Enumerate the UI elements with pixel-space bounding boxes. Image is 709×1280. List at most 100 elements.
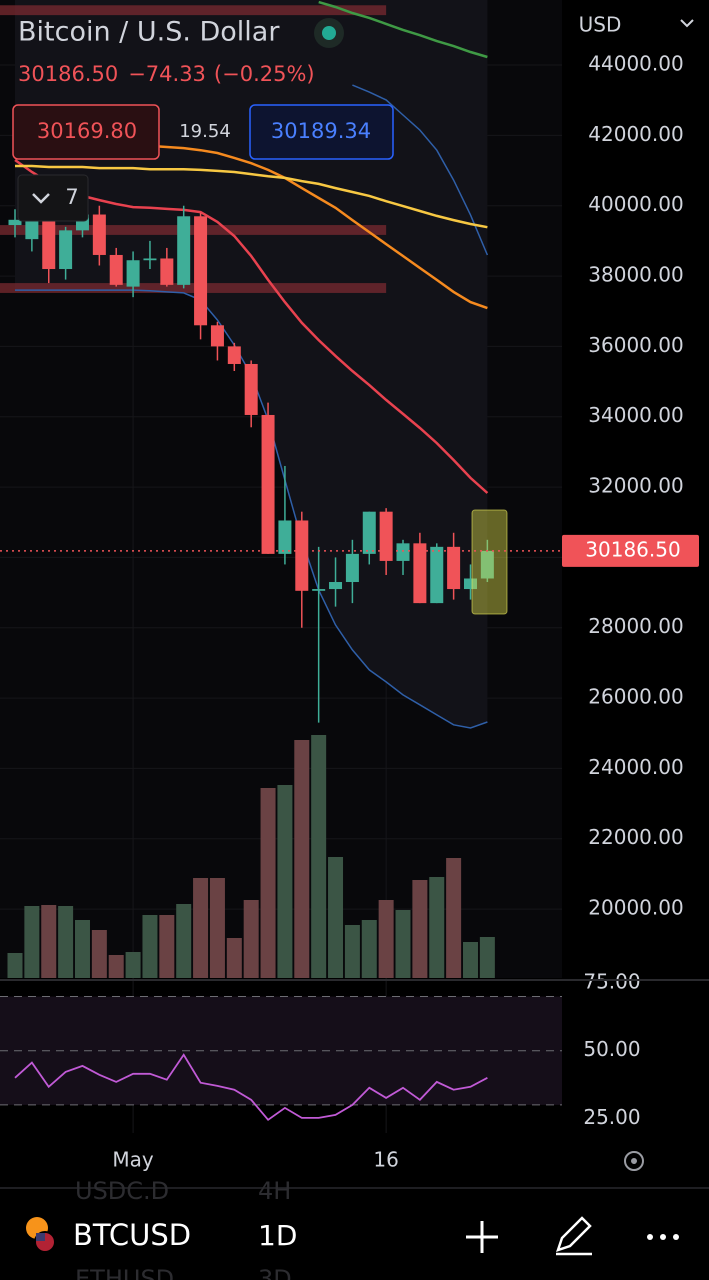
y-tick-label: 36000.00 [588, 333, 683, 357]
candle-body [126, 260, 140, 287]
candle-body [295, 520, 309, 591]
candle-body [59, 230, 73, 270]
price-zone [0, 283, 387, 293]
symbol[interactable]: BTCUSD [73, 1218, 191, 1252]
last-price-label: 30186.50 [585, 537, 680, 561]
volume-bar [7, 953, 23, 978]
candle-body [261, 414, 275, 554]
candle-body [312, 589, 326, 591]
candle-body [194, 216, 208, 326]
candle-body [244, 363, 258, 415]
bid-box[interactable] [12, 104, 160, 160]
price-zone [0, 5, 387, 16]
y-tick-label: 44000.00 [588, 52, 683, 76]
volume-bar [479, 937, 495, 978]
status-dot [322, 26, 336, 40]
candle-body [42, 216, 56, 270]
currency[interactable]: USD [579, 13, 622, 37]
volume-bar [311, 735, 327, 978]
volume-bar [226, 938, 242, 978]
candle-body [396, 543, 410, 561]
y-tick-label: 34000.00 [588, 403, 683, 427]
last-price: 30186.50 [18, 62, 118, 86]
settings-icon[interactable] [624, 1151, 644, 1171]
watchlist-interval: 4H [258, 1177, 291, 1205]
y-tick-label: 38000.00 [588, 263, 683, 287]
volume-bar [395, 910, 411, 978]
y-tick-label: 28000.00 [588, 614, 683, 638]
y-tick-label: 26000.00 [588, 685, 683, 709]
usd-flag-canton [36, 1233, 45, 1241]
candle-body [25, 216, 39, 240]
chart-layers: 44000.00 42000.00 40000.00 38000.00 36000.00… [0, 0, 699, 1172]
volume-bar [412, 880, 428, 978]
volume-bar [243, 900, 259, 978]
volume-bar [209, 878, 225, 978]
volume-bar [193, 878, 209, 978]
change-pct: (−0.25%) [214, 62, 315, 86]
x-tick-label: May [112, 1148, 154, 1172]
candle-body [379, 511, 393, 561]
candle-body [8, 219, 22, 226]
volume-bar [429, 877, 445, 978]
volume-bar [24, 906, 40, 978]
volume-bar [378, 900, 394, 978]
candle-body [447, 546, 461, 590]
candle-body [109, 254, 123, 285]
volume-bar [446, 858, 462, 978]
y-tick-label: 20000.00 [588, 896, 683, 920]
x-tick-label: 16 [373, 1148, 398, 1172]
candle-body [430, 546, 444, 604]
moving-average [15, 164, 488, 229]
candle-body [143, 258, 157, 261]
rsi-tick-label: 50.00 [583, 1037, 640, 1061]
moving-average [318, 0, 488, 59]
volume-bar [125, 952, 141, 978]
bid-price: 30169.80 [37, 119, 137, 143]
candle-body [463, 578, 477, 590]
candle-body [210, 325, 224, 347]
volume-bar [176, 904, 192, 978]
y-tick-label: 22000.00 [588, 825, 683, 849]
indicators-toggle[interactable] [17, 174, 89, 222]
ask-box[interactable] [249, 104, 394, 160]
volume-bar [277, 785, 293, 978]
candle-body [160, 258, 174, 285]
watchlist-symbol[interactable]: USDC.D [75, 1177, 169, 1205]
candle-body [480, 550, 494, 579]
ask-price: 30189.34 [271, 119, 371, 143]
volume-bar [344, 925, 360, 978]
spread: 19.54 [179, 121, 231, 142]
watchlist-symbol[interactable]: ETHUSD [75, 1265, 174, 1280]
volume-bar [74, 920, 90, 978]
volume-bar [41, 905, 57, 978]
more-button[interactable] [647, 1234, 679, 1240]
last-price-tag [562, 534, 699, 567]
currency-dropdown[interactable] [680, 19, 694, 28]
volume-bar [142, 915, 158, 978]
price-change: 30186.50 −74.33 (−0.25%) [18, 62, 315, 86]
candle-body [413, 543, 427, 604]
volume-bar [260, 788, 276, 978]
candle-body [329, 582, 343, 590]
candle-body [278, 520, 292, 554]
volume-bar [294, 740, 310, 978]
volume-bar [462, 942, 478, 978]
symbol-title: Bitcoin / U.S. Dollar [18, 17, 280, 48]
candle-body [227, 346, 241, 364]
draw-button[interactable] [556, 1216, 592, 1256]
y-tick-label: 24000.00 [588, 755, 683, 779]
indicators-count: 7 [65, 185, 78, 209]
interval[interactable]: 1D [258, 1219, 297, 1252]
settings-icon-center [631, 1158, 637, 1164]
selection-highlight [471, 509, 508, 615]
chevron-icon [32, 193, 50, 204]
change: −74.33 [128, 62, 206, 86]
volume-bar [361, 920, 377, 978]
volume-bar [328, 857, 344, 978]
volume-bar [159, 915, 175, 978]
y-tick-label: 40000.00 [588, 192, 683, 216]
volume-bar [91, 930, 107, 978]
add-button[interactable] [466, 1221, 498, 1253]
